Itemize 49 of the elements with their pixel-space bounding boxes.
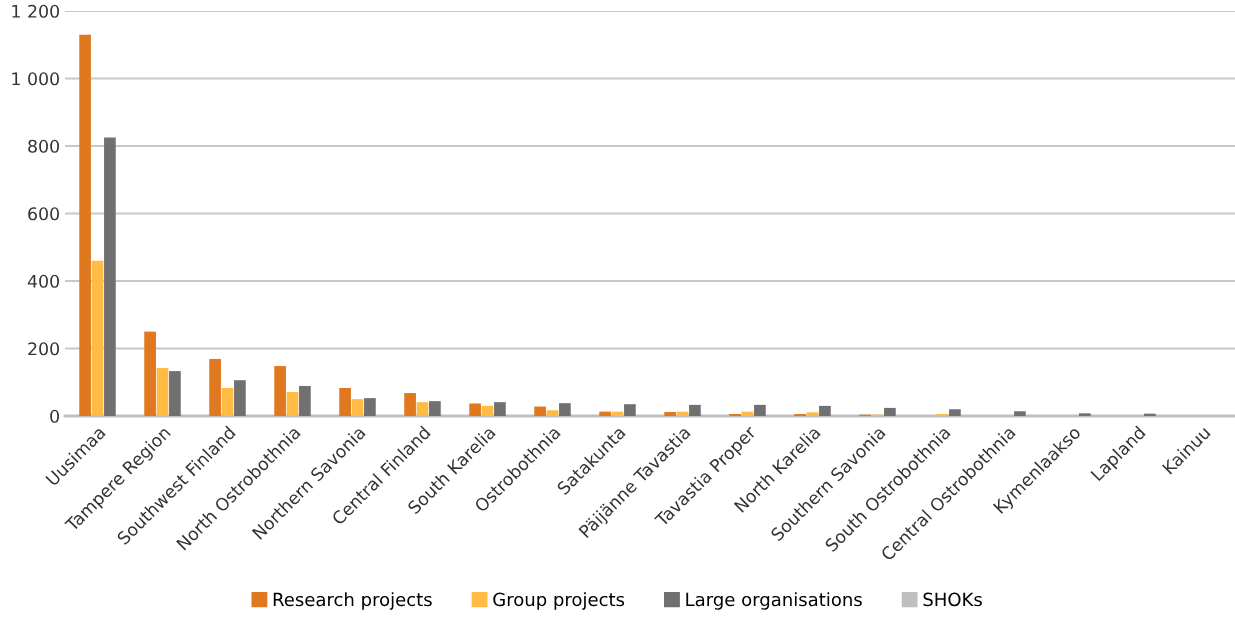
bar [429, 401, 441, 416]
legend-label: Research projects [273, 592, 432, 610]
bar [624, 404, 636, 416]
y-tick-label: 1 200 [12, 4, 59, 18]
bar [156, 368, 169, 416]
bar [806, 412, 819, 416]
bar [1014, 411, 1026, 416]
y-tick-label: 200 [28, 342, 59, 356]
legend-label: Large organisations [686, 592, 862, 610]
bar [169, 371, 181, 416]
bar [286, 392, 299, 416]
bar [819, 405, 831, 416]
y-tick-label: 600 [28, 207, 59, 221]
bar [794, 413, 806, 416]
y-tick-label: 400 [27, 274, 59, 288]
y-tick-label: 1 000 [12, 72, 59, 86]
bar [494, 402, 506, 416]
bar [936, 413, 949, 416]
bar [209, 358, 221, 416]
y-tick-label: 800 [28, 139, 59, 153]
bar [754, 404, 766, 416]
bar [884, 407, 896, 416]
bar [104, 137, 116, 416]
bar [234, 380, 246, 416]
bar [534, 406, 546, 416]
legend-label: Group projects [493, 592, 625, 610]
y-tick-label: 0 [50, 409, 59, 423]
bar [546, 410, 559, 416]
bar [79, 34, 91, 416]
bar [949, 409, 961, 416]
bar [144, 331, 156, 416]
bar [689, 404, 701, 416]
bar [404, 393, 416, 416]
bar [729, 413, 741, 416]
bar [364, 398, 376, 416]
bar [1079, 413, 1091, 416]
bar [469, 403, 481, 416]
bar [664, 411, 676, 416]
bar [339, 387, 351, 416]
bar [481, 405, 494, 416]
bar [221, 387, 234, 416]
bar [299, 385, 311, 416]
bar [416, 402, 429, 416]
bar [351, 399, 364, 416]
bar [599, 411, 611, 416]
legend-label: SHOKs [923, 592, 982, 607]
bar [91, 260, 104, 416]
bar [559, 403, 571, 416]
bar [274, 366, 286, 416]
